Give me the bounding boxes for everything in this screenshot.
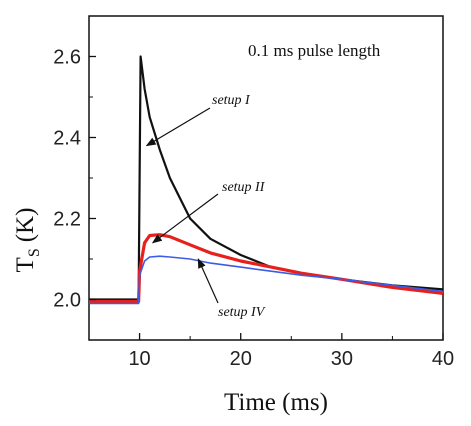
x-tick-label: 10 [128,348,150,370]
y-tick-label: 2.0 [53,290,81,312]
y-axis-title-unit: (K) [12,208,39,243]
y-tick-label: 2.4 [53,128,81,150]
annotation-arrow [197,258,219,304]
y-tick-label: 2.2 [53,209,81,231]
x-tick-label: 20 [230,348,252,370]
chart-subtitle: 0.1 ms pulse length [248,41,381,60]
annotation-arrow [145,107,211,147]
ticks-layer: 10 20 30 40 2.0 2.2 2.4 2.6 [53,15,454,370]
x-tick-label: 40 [432,348,454,370]
y-axis-title-subscript: S [26,248,43,257]
y-tick-label: 2.6 [53,47,81,69]
x-axis-title: Time (ms) [224,389,328,416]
annotation-label: setup II [222,180,266,195]
annotation-label: setup I [212,93,251,108]
x-tick-label: 30 [331,348,353,370]
annotation-arrow [151,193,219,244]
y-axis-title-main: T [12,257,39,272]
y-axis-title: TS (K) [12,208,43,273]
annotation-layer: setup I setup II setup IV [145,93,266,320]
series-layer [89,55,444,305]
y-axis-title-group: TS (K) [12,208,43,273]
series-setup-iv-line [89,255,444,305]
annotation-label: setup IV [218,305,266,320]
